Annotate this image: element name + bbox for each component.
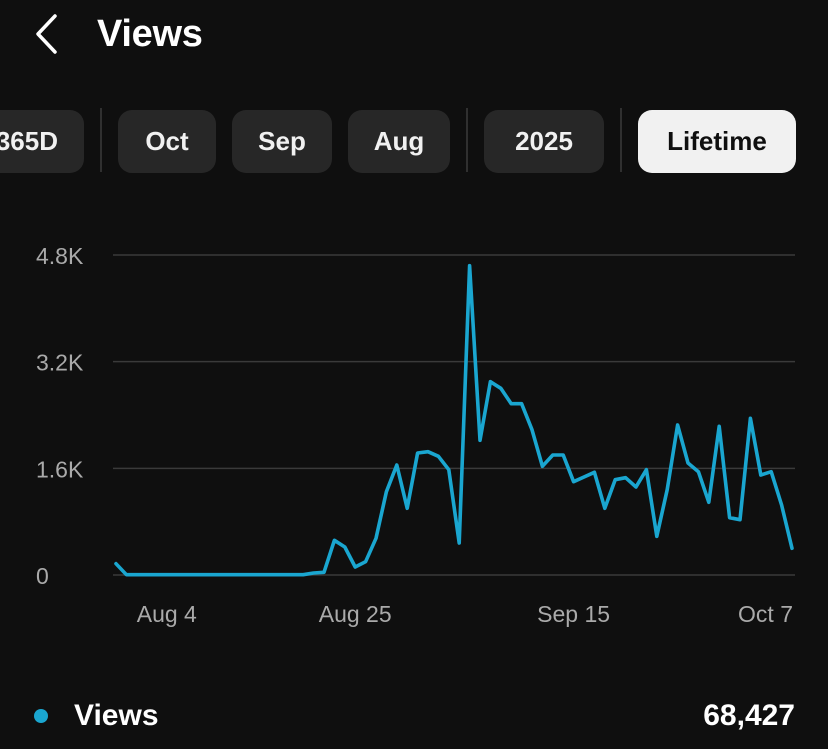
data-point: [333, 539, 336, 542]
data-point: [541, 465, 544, 468]
data-point: [530, 428, 533, 431]
data-point: [260, 573, 263, 576]
chip-365d[interactable]: 365D: [0, 110, 84, 173]
data-point: [738, 518, 741, 521]
filter-divider: [620, 108, 622, 172]
period-filter-bar: 365D Oct Sep Aug 2025 Lifetime: [0, 110, 828, 174]
chevron-left-icon: [36, 14, 57, 54]
y-tick-label: 4.8K: [36, 243, 84, 269]
data-point: [198, 573, 201, 576]
data-point: [603, 507, 606, 510]
data-point: [156, 573, 159, 576]
data-point: [478, 439, 481, 442]
data-point: [395, 463, 398, 466]
chip-sep[interactable]: Sep: [232, 110, 332, 173]
data-point: [562, 453, 565, 456]
data-point: [572, 480, 575, 483]
y-tick-label: 0: [36, 563, 49, 589]
data-point: [499, 387, 502, 390]
data-point: [187, 573, 190, 576]
data-point: [291, 573, 294, 576]
data-point: [593, 471, 596, 474]
data-point: [510, 402, 513, 405]
data-point: [676, 423, 679, 426]
legend-label: Views: [74, 699, 159, 732]
data-point: [770, 470, 773, 473]
page-title: Views: [97, 13, 203, 55]
data-point: [728, 516, 731, 519]
data-point: [114, 562, 117, 565]
data-point: [551, 453, 554, 456]
filter-divider: [466, 108, 468, 172]
data-point: [697, 470, 700, 473]
x-tick-label: Sep 15: [537, 601, 610, 627]
data-point: [218, 573, 221, 576]
chip-oct[interactable]: Oct: [118, 110, 216, 173]
data-point: [749, 417, 752, 420]
data-point: [759, 473, 762, 476]
data-point: [135, 573, 138, 576]
data-point: [406, 507, 409, 510]
data-point: [239, 573, 242, 576]
data-point: [624, 476, 627, 479]
data-point: [416, 451, 419, 454]
data-point: [686, 461, 689, 464]
data-point: [343, 545, 346, 548]
data-point: [447, 468, 450, 471]
legend-total: 68,427: [703, 699, 795, 732]
data-point: [166, 573, 169, 576]
chip-aug[interactable]: Aug: [348, 110, 450, 173]
data-point: [385, 490, 388, 493]
data-point: [146, 573, 149, 576]
data-point: [614, 478, 617, 481]
views-chart: 0 1.6K 3.2K 4.8K Aug 4 Aug 25 Sep 15 Oct 7: [0, 230, 828, 640]
filter-divider: [100, 108, 102, 172]
legend: Views 68,427: [0, 690, 828, 742]
data-point: [666, 488, 669, 491]
y-tick-label: 3.2K: [36, 350, 84, 376]
data-point: [374, 537, 377, 540]
data-point: [364, 560, 367, 563]
data-point: [707, 501, 710, 504]
data-point: [582, 475, 585, 478]
data-point: [634, 485, 637, 488]
data-point: [270, 573, 273, 576]
views-chart-svg: 0 1.6K 3.2K 4.8K Aug 4 Aug 25 Sep 15 Oct 7: [36, 243, 795, 627]
data-point: [125, 573, 128, 576]
x-tick-label: Aug 25: [319, 601, 392, 627]
data-point: [177, 573, 180, 576]
data-point: [645, 468, 648, 471]
data-point: [312, 571, 315, 574]
data-point: [208, 573, 211, 576]
data-point: [229, 573, 232, 576]
legend-dot: [34, 709, 48, 723]
data-point: [354, 565, 357, 568]
x-tick-label: Oct 7: [738, 601, 793, 627]
data-point: [520, 402, 523, 405]
x-tick-label: Aug 4: [137, 601, 197, 627]
data-point: [458, 541, 461, 544]
data-point: [426, 450, 429, 453]
chip-lifetime[interactable]: Lifetime: [638, 110, 796, 173]
chip-2025[interactable]: 2025: [484, 110, 604, 173]
data-point: [468, 264, 471, 267]
y-tick-label: 1.6K: [36, 456, 84, 482]
data-point: [780, 503, 783, 506]
series-line-views: [114, 263, 794, 577]
back-button[interactable]: [28, 12, 68, 56]
data-point: [718, 425, 721, 428]
header: Views: [0, 0, 828, 70]
data-point: [437, 455, 440, 458]
data-point: [302, 573, 305, 576]
data-point: [322, 571, 325, 574]
data-point: [790, 547, 793, 550]
data-point: [281, 573, 284, 576]
data-point: [655, 535, 658, 538]
data-point: [250, 573, 253, 576]
data-point: [489, 380, 492, 383]
